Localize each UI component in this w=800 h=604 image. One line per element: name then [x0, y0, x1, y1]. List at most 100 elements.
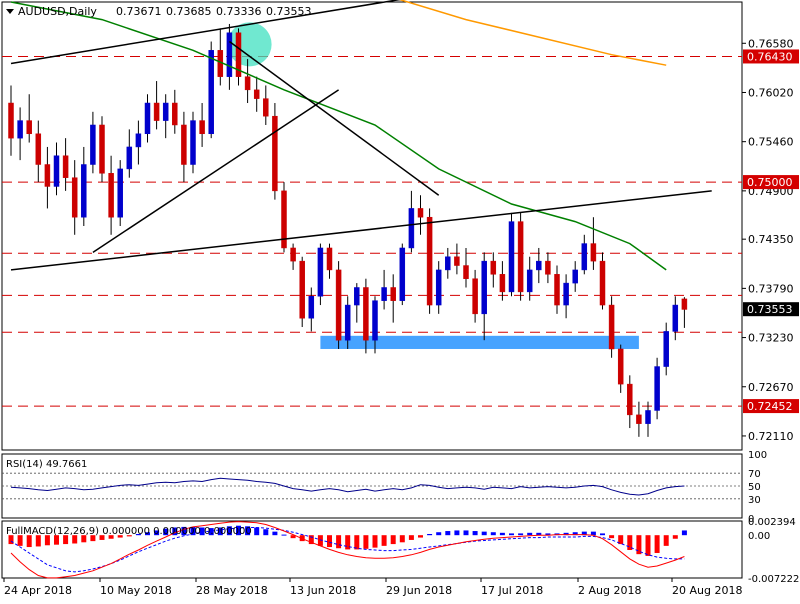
level-tag-label: 0.72452	[747, 400, 793, 413]
time-axis-label: 20 Aug 2018	[672, 584, 742, 597]
bull-candle	[481, 260, 487, 315]
time-axis-label: 17 Jul 2018	[481, 584, 543, 597]
low-value: 0.73336	[216, 5, 262, 18]
support-zone	[320, 335, 639, 349]
macd-bar-positive	[154, 530, 160, 536]
bear-candle	[335, 269, 342, 341]
rsi-label: RSI(14) 49.7661	[6, 459, 87, 470]
bull-candle	[226, 32, 233, 77]
macd-bar-positive	[254, 527, 260, 536]
level-tag	[743, 49, 799, 64]
macd-panel-frame	[1, 520, 743, 579]
moving-average-fast	[10, 1, 667, 271]
bear-candle	[636, 414, 642, 424]
macd-bar-positive	[681, 530, 687, 536]
bull-candle	[663, 331, 669, 367]
bull-candle	[81, 164, 87, 218]
bear-candle	[172, 102, 178, 126]
macd-bar-negative	[399, 535, 405, 543]
bull-candle	[190, 120, 196, 165]
time-axis-label: 24 Apr 2018	[4, 584, 72, 597]
level-tag	[743, 175, 799, 190]
macd-bar-positive	[581, 531, 587, 536]
macd-bar-positive	[236, 525, 241, 536]
macd-bar-positive	[427, 534, 433, 536]
macd-bar-positive	[536, 532, 542, 536]
macd-bar-negative	[44, 535, 50, 546]
macd-bar-positive	[145, 532, 150, 536]
macd-bar-negative	[363, 535, 369, 549]
bull-candle	[572, 269, 578, 284]
macd-bar-positive	[445, 531, 451, 536]
macd-bar-positive	[199, 527, 205, 536]
time-axis-label: 13 Jun 2018	[290, 584, 356, 597]
bear-candle	[299, 260, 305, 319]
time-axis-label: 10 May 2018	[100, 584, 172, 597]
bear-candle	[8, 102, 14, 139]
bull-candle	[135, 133, 142, 148]
macd-bar-positive	[490, 532, 496, 536]
bull-candle	[17, 120, 23, 139]
bull-candle	[126, 146, 133, 170]
bear-candle	[199, 120, 205, 135]
bear-candle	[363, 287, 369, 341]
collapse-triangle-icon[interactable]	[6, 9, 14, 14]
bull-candle	[508, 221, 515, 293]
macd-bar-negative	[645, 535, 651, 556]
bull-candle	[308, 296, 315, 319]
bull-candle	[90, 124, 96, 165]
macd-bar-positive	[272, 531, 278, 536]
bull-candle	[381, 287, 387, 301]
price-axis-label: 0.74350	[748, 233, 794, 246]
rsi-layer: 100 70 50 30 0	[2, 450, 767, 525]
macd-axis-label: 0.00	[748, 531, 770, 542]
bull-candle	[117, 168, 123, 218]
macd-bar-positive	[590, 531, 596, 536]
rsi-axis-label: 100	[748, 450, 767, 461]
bear-candle	[426, 216, 433, 306]
bull-candle	[53, 155, 60, 187]
time-axis-label: 28 May 2018	[196, 584, 268, 597]
macd-bar-positive	[190, 526, 196, 536]
macd-bar-positive	[600, 533, 605, 536]
price-axis-label: 0.76020	[748, 86, 794, 99]
trendline	[10, 190, 712, 271]
macd-bar-negative	[372, 535, 378, 548]
bear-candle	[153, 102, 160, 121]
bull-candle	[317, 247, 324, 297]
bear-candle	[617, 348, 624, 385]
macd-axis-label: -0.007222	[748, 574, 799, 585]
bear-candle	[590, 243, 597, 262]
bear-candle	[62, 155, 69, 178]
macd-bar-positive	[245, 526, 251, 536]
bull-candle	[435, 269, 442, 306]
macd-bar-negative	[381, 535, 387, 546]
high-value: 0.73685	[166, 5, 212, 18]
price-axis-label: 0.72670	[748, 381, 794, 394]
bear-candle	[681, 298, 688, 310]
axis-labels-layer: 0.765800.760200.754600.749000.743500.737…	[3, 37, 799, 597]
bull-candle	[563, 282, 569, 306]
bull-candle	[645, 410, 651, 424]
bull-candle	[344, 304, 351, 341]
bull-candle	[654, 366, 660, 411]
price-axis-label: 0.76580	[748, 37, 794, 50]
bull-candle	[408, 208, 415, 249]
macd-label: FullMACD(12,26,9) 0.000000 0.000000 0.00…	[6, 526, 252, 537]
bear-candle	[281, 190, 287, 249]
time-axis-label: 29 Jun 2018	[386, 584, 452, 597]
trendline	[228, 40, 440, 196]
macd-bar-positive	[545, 533, 551, 536]
bear-candle	[490, 260, 497, 275]
macd-bar-negative	[126, 535, 132, 537]
macd-bar-positive	[563, 532, 569, 536]
macd-bar-positive	[481, 531, 487, 536]
bear-candle	[627, 383, 633, 416]
open-value: 0.73671	[116, 5, 162, 18]
macd-bar-positive	[226, 526, 232, 536]
macd-bar-negative	[336, 535, 342, 549]
price-axis-label: 0.72110	[748, 430, 794, 443]
current-price-label: 0.73553	[747, 303, 793, 316]
macd-main-line	[10, 521, 685, 579]
